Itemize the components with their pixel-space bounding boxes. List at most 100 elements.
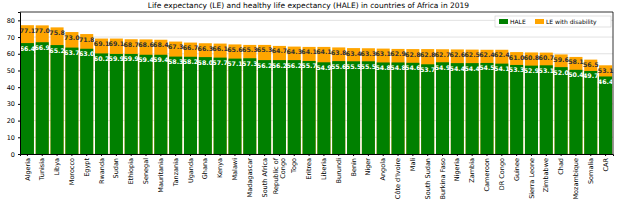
bar: [199, 57, 212, 154]
data-label: 58.2: [183, 58, 199, 65]
x-tick-mark: [27, 154, 28, 156]
x-tick-mark: [146, 154, 147, 156]
data-label: 57.1: [227, 60, 243, 67]
x-tick-mark: [427, 154, 428, 156]
y-axis: 01020304050607080: [7, 13, 21, 159]
data-label: 54.5: [479, 64, 495, 71]
bar: [214, 58, 227, 154]
x-tick: South Sudan: [424, 154, 432, 199]
x-tick: Ghana: [201, 154, 209, 179]
bar: [110, 54, 123, 154]
chart: Life expectancy (LE) and healthy life ex…: [0, 0, 617, 210]
x-tick: Mozambique: [572, 154, 580, 200]
y-tick: 60: [7, 50, 20, 58]
x-tick-mark: [101, 154, 102, 156]
x-tick-label: Sudan: [112, 158, 120, 178]
data-label: 61.0: [509, 54, 525, 61]
data-label: 66.7: [183, 44, 199, 51]
data-label: 68.7: [123, 41, 139, 48]
x-tick-label: Rwanda: [98, 158, 106, 184]
x-tick: South Africa: [261, 154, 269, 198]
data-label: 59.9: [123, 55, 139, 62]
x-tick-mark: [516, 154, 517, 156]
data-label: 55.6: [331, 63, 347, 70]
grid-line: [20, 137, 613, 138]
x-tick-mark: [279, 154, 280, 156]
x-tick-label: Malawi: [231, 158, 239, 181]
x-tick: Mauritania: [157, 154, 165, 193]
x-tick: Sudan: [112, 154, 120, 178]
data-label: 57.7: [212, 59, 228, 66]
x-tick-mark: [160, 154, 161, 156]
x-tick-mark: [486, 154, 487, 156]
data-label: 64.3: [286, 48, 302, 55]
x-tick-label: Morocco: [68, 158, 76, 185]
x-tick: Sierra Leone: [528, 154, 536, 199]
x-tick-label: Burkina Faso: [439, 158, 447, 200]
data-label: 54.8: [390, 64, 406, 71]
frame: [613, 12, 614, 154]
bar: [139, 55, 152, 154]
y-tick-mark: [18, 137, 20, 138]
frame: [20, 12, 613, 13]
bar: [36, 42, 49, 154]
x-tick: CAR: [602, 154, 610, 172]
bar: [540, 65, 553, 154]
bar: [95, 53, 108, 154]
data-label: 63.3: [361, 50, 377, 57]
data-label: 54.6: [405, 64, 421, 71]
x-tick-label: Guinee: [513, 158, 521, 181]
x-tick-label: Senegal: [142, 158, 150, 184]
x-tick-mark: [605, 154, 606, 156]
x-tick: Madagascar: [246, 154, 254, 197]
data-label: 54.8: [375, 64, 391, 71]
x-tick-label: South Sudan: [424, 158, 432, 199]
data-label: 54.9: [316, 64, 332, 71]
data-label: 58.1: [568, 58, 584, 65]
x-tick: Libya: [53, 154, 61, 175]
x-tick: Burkina Faso: [439, 154, 447, 199]
data-label: 75.8: [49, 29, 65, 36]
x-tick-label: Benin: [350, 158, 358, 177]
x-tick-label: Zimbabwe: [542, 158, 550, 192]
data-label: 65.2: [49, 47, 65, 54]
x-tick-mark: [234, 154, 235, 156]
bar: [347, 61, 360, 154]
data-labels: 66.466.965.263.763.060.259.959.959.459.4…: [20, 27, 614, 85]
bars: [21, 25, 612, 154]
x-tick-mark: [294, 154, 295, 156]
data-label: 60.7: [539, 54, 555, 61]
x-tick-label: Cameroon: [483, 158, 491, 191]
data-label: 77.0: [34, 27, 50, 34]
x-tick: Mali: [409, 154, 417, 171]
bar: [451, 63, 464, 154]
x-tick: Cameroon: [483, 154, 491, 191]
bar: [332, 61, 345, 154]
bar: [599, 76, 612, 154]
x-tick: Liberia: [320, 154, 328, 180]
x-tick: Guinee: [513, 154, 521, 181]
x-tick: Tunisia: [38, 154, 46, 181]
data-label: 69.1: [109, 40, 125, 47]
x-tick-label: Côte d'Ivoire: [394, 158, 402, 199]
bar: [584, 71, 597, 154]
data-label: 63.8: [331, 49, 347, 56]
x-tick-mark: [190, 154, 191, 156]
bar: [362, 61, 375, 154]
data-label: 49.7: [583, 72, 599, 79]
x-tick-mark: [131, 154, 132, 156]
data-label: 56.2: [286, 62, 302, 69]
y-tick-mark: [18, 37, 20, 38]
data-label: 66.3: [198, 45, 214, 52]
data-label: 68.4: [153, 41, 169, 48]
y-tick-label: 50: [7, 67, 15, 75]
x-tick: Somalia: [587, 154, 595, 184]
bar: [495, 64, 508, 154]
x-tick: Senegal: [142, 154, 150, 184]
x-tick-label: Madagascar: [246, 158, 254, 198]
x-tick-label: Nigeria: [453, 158, 461, 181]
x-tick-label: CAR: [602, 158, 610, 172]
x-tick: Egypt: [83, 154, 91, 177]
x-tick-mark: [175, 154, 176, 156]
bar: [466, 63, 479, 154]
